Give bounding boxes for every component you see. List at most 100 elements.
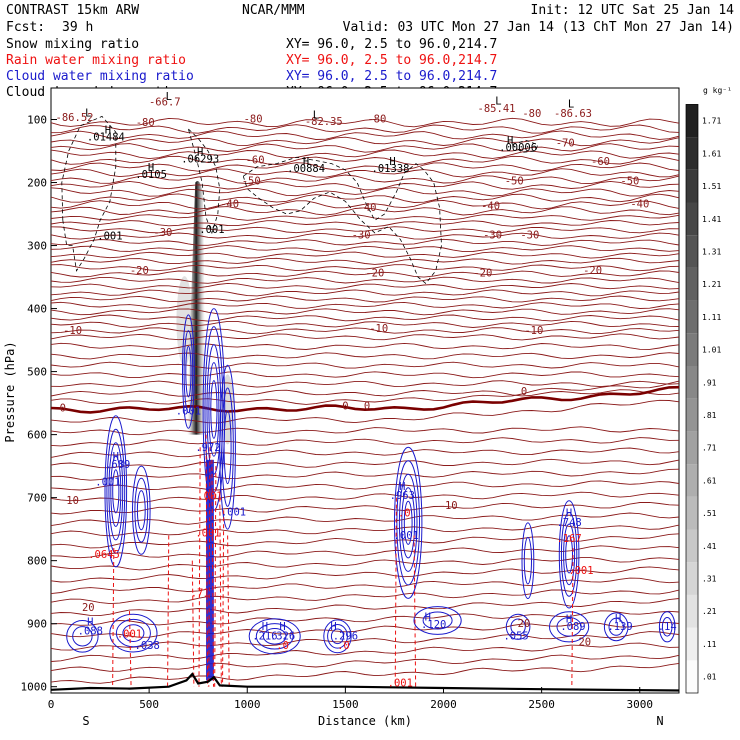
- temperature-contour: [50, 149, 680, 160]
- cloud-water-contour: [658, 611, 676, 643]
- cloud-water-label: .001: [394, 530, 419, 542]
- temperature-label: -50: [620, 175, 639, 187]
- cloud-water-contours: [66, 308, 676, 681]
- y-tick-label: 1000: [21, 681, 48, 694]
- temperature-label: 10: [445, 500, 458, 512]
- cloud-water-contour: [134, 477, 149, 543]
- terrain-line: [50, 672, 680, 692]
- cloud-water-contour: [182, 314, 195, 429]
- rain-water-contour: [394, 497, 397, 687]
- temperature-contour: [50, 174, 680, 185]
- extremum-label: .06293: [181, 153, 219, 165]
- cloud-water-label: H: [566, 613, 572, 625]
- temperature-contour: [50, 447, 680, 458]
- cloud-water-label: H: [330, 621, 336, 633]
- cloud-water-contour: [104, 415, 128, 568]
- cloud-water-contour: [396, 460, 421, 586]
- terrain-profile: [50, 672, 680, 692]
- temperature-label: -50: [242, 175, 261, 187]
- temperature-contour: [50, 124, 680, 134]
- rain-water-label: .0: [276, 640, 289, 652]
- cloud-water-label: H: [399, 481, 405, 493]
- temperature-label: -10: [63, 325, 82, 337]
- x-axis-end-label: N: [656, 714, 663, 728]
- colorbar: .01 .11 .21 .31 .41 .51 .61 .71 .81 .91 1.01 1.11 1.…: [685, 104, 721, 694]
- rain-water-label: .001: [568, 565, 593, 577]
- y-tick-label: 600: [27, 429, 47, 442]
- cloud-water-contour: [330, 628, 345, 645]
- rain-water-label: .71: [191, 588, 210, 600]
- temperature-label: -30: [520, 230, 539, 242]
- cloud-water-contour: [122, 624, 145, 642]
- x-tick-label: 3000: [627, 698, 654, 711]
- rain-water-contour: [205, 434, 209, 687]
- cloud-water-label: .038: [135, 640, 160, 652]
- cloud-water-contour: [136, 490, 146, 531]
- field-xy: XY= 96.0, 2.5 to 96.0,214.7: [286, 37, 497, 52]
- colorbar-swatch: [686, 562, 698, 595]
- temperature-contour: [50, 251, 680, 259]
- cloud-water-contour: [210, 380, 218, 439]
- temperature-contour: [50, 180, 680, 191]
- temperature-contour: [50, 168, 680, 178]
- cloud-water-core: [206, 459, 214, 681]
- cloud-water-contour: [403, 500, 413, 545]
- temperature-label: -86.63: [554, 108, 592, 120]
- cloud-water-contour: [208, 362, 220, 457]
- temperature-label: -80: [367, 114, 386, 126]
- rain-water-label: .001: [197, 491, 222, 503]
- colorbar-label: .91: [702, 378, 717, 387]
- colorbar-label: 1.01: [702, 346, 721, 355]
- cloud-water-contour: [565, 535, 573, 574]
- temperature-label: -30: [352, 230, 371, 242]
- cloud-water-contour: [132, 465, 151, 555]
- cloud-water-label: .088: [78, 625, 103, 637]
- colorbar-label: 1.41: [702, 215, 721, 224]
- temperature-contour: [50, 193, 680, 203]
- y-tick-label: 500: [27, 366, 47, 379]
- temperature-label: 20: [518, 618, 531, 630]
- x-tick-label: 1000: [234, 698, 261, 711]
- temperature-label: -30: [483, 230, 502, 242]
- y-tick-label: 700: [27, 492, 47, 505]
- temperature-contour: [50, 662, 680, 684]
- cloud-ice-contour: [188, 128, 221, 235]
- figure-header: CONTRAST 15km ARW NCAR/MMM Init: 12 UTC …: [6, 3, 734, 35]
- cloud-water-contour: [558, 500, 580, 609]
- cloud-water-contour: [112, 469, 120, 514]
- cloud-water-contour: [510, 618, 526, 636]
- temperature-contour: [50, 389, 680, 397]
- rain-water-contour: [208, 447, 211, 687]
- model-title: CONTRAST 15km ARW: [6, 3, 139, 18]
- temperature-contour: [50, 206, 680, 216]
- temperature-contour: [50, 136, 680, 147]
- temperature-label: -20: [130, 265, 149, 277]
- temperature-contour: [50, 130, 680, 140]
- colorbar-swatch: [686, 235, 698, 268]
- rain-water-contour: [129, 611, 132, 687]
- temperature-label: -20: [583, 265, 602, 277]
- colorbar-frame: [685, 104, 699, 694]
- temperature-label: -60: [591, 156, 610, 168]
- colorbar-swatch: [686, 202, 698, 236]
- extremum-label: .0105: [135, 169, 167, 181]
- temperature-contour: [50, 301, 680, 309]
- temperature-contour: [50, 437, 680, 447]
- y-tick-label: 300: [27, 240, 47, 253]
- x-tick-label: 2000: [430, 698, 457, 711]
- temperature-contour: [50, 226, 680, 234]
- valid-time: Valid: 03 UTC Mon 27 Jan 14 (13 ChT Mon …: [343, 20, 734, 35]
- temperature-contour: [50, 468, 680, 481]
- cloud-water-label: .001: [221, 506, 246, 518]
- temperature-label: -40: [220, 199, 239, 211]
- temperature-label: -40: [630, 199, 649, 211]
- cloud-water-contour: [115, 618, 151, 648]
- organization-label: NCAR/MMM: [242, 3, 305, 18]
- temperature-contour: [50, 289, 680, 297]
- temperature-contour: [50, 480, 680, 491]
- temperature-contour: [50, 333, 680, 341]
- cloud-water-label: H: [566, 508, 572, 520]
- cloud-water-label: .972: [195, 442, 220, 454]
- init-time: Init: 12 UTC Sat 25 Jan 14: [531, 3, 735, 18]
